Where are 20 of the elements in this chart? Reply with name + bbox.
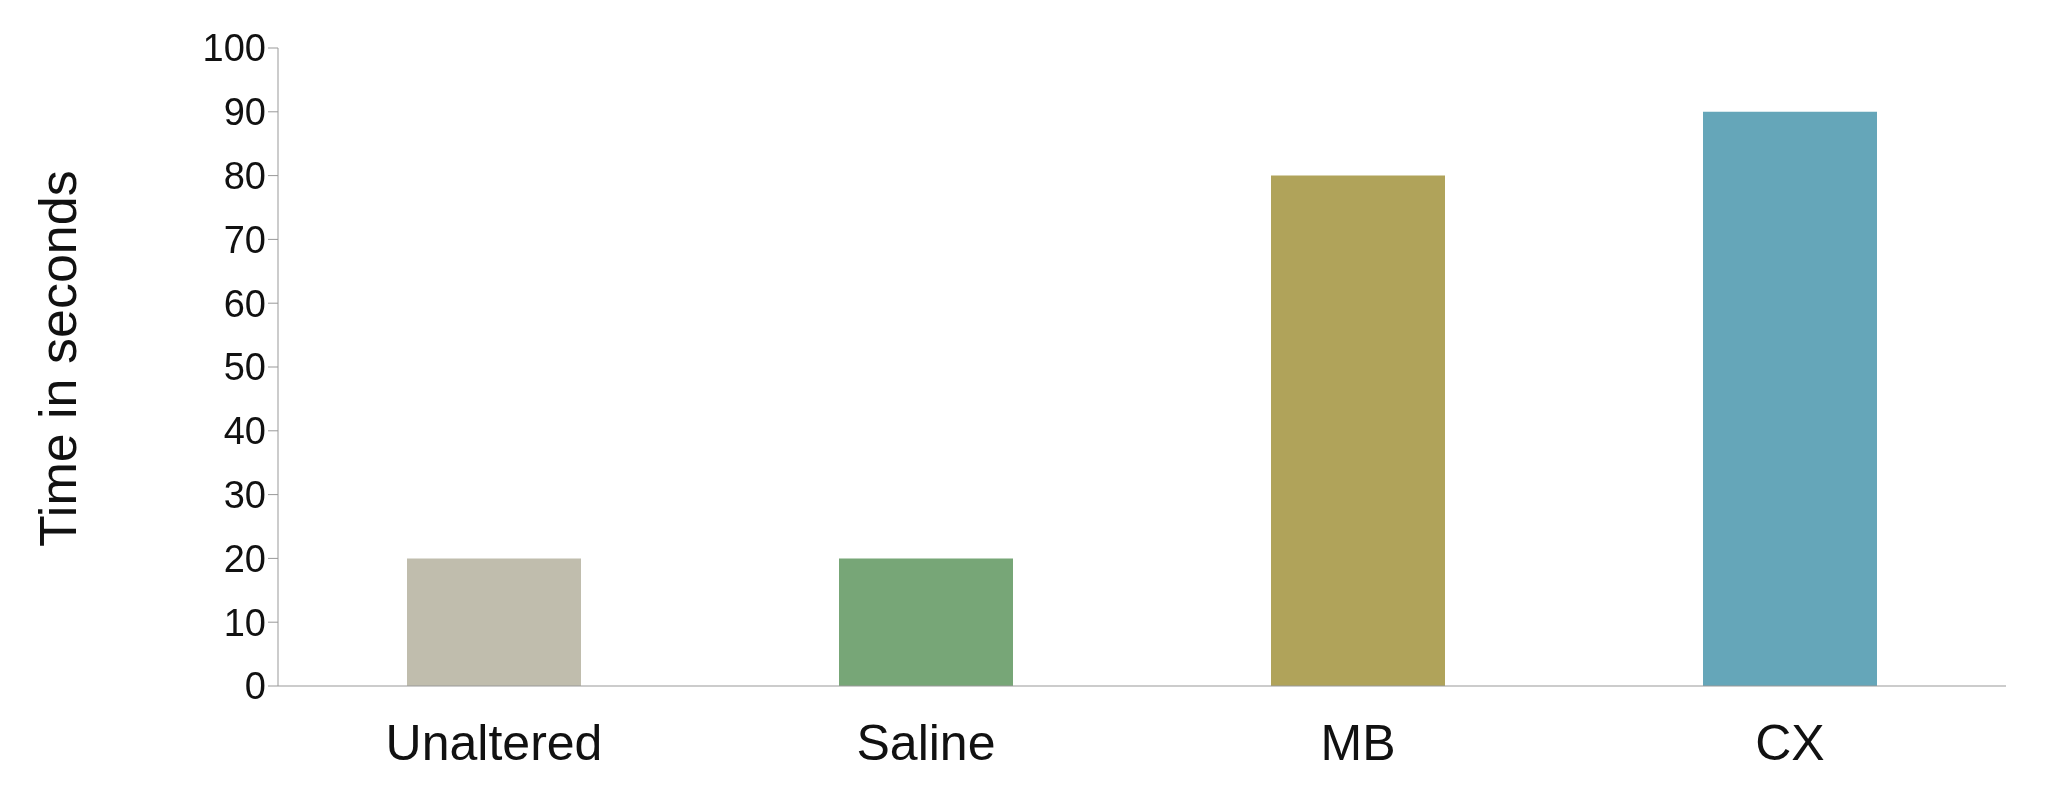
y-tick-label: 80 (223, 155, 266, 198)
y-tick-label: 90 (223, 91, 266, 134)
bar (1703, 111, 1877, 686)
y-tick-label: 70 (223, 218, 266, 261)
y-tick-label: 50 (223, 346, 266, 389)
x-tick-label: CX (1755, 714, 1825, 771)
y-tick-label: 0 (244, 665, 266, 708)
y-tick-label: 40 (223, 410, 266, 453)
x-tick-label: Unaltered (385, 714, 603, 771)
y-axis-title: Time in seconds (29, 170, 88, 547)
y-tick-label: 60 (223, 282, 266, 325)
bar (839, 558, 1013, 686)
x-tick-label: Saline (856, 714, 996, 771)
bar (1271, 175, 1445, 686)
y-tick-label: 30 (223, 474, 266, 517)
bar (407, 558, 581, 686)
y-tick-label: 100 (202, 27, 266, 70)
x-tick-label: MB (1320, 714, 1396, 771)
y-tick-label: 10 (223, 601, 266, 644)
y-tick-label: 20 (223, 537, 266, 580)
